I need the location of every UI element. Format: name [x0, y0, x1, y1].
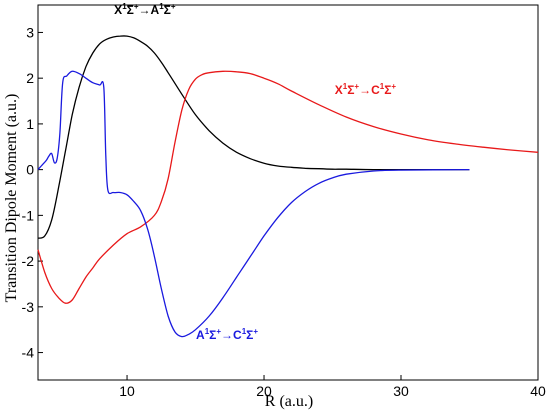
- y-tick-label: -2: [22, 253, 35, 269]
- x-axis: 10 20 30 40: [119, 375, 546, 399]
- label-text: Σ: [384, 83, 391, 97]
- label-text: Σ: [347, 83, 354, 97]
- label-text: A: [196, 328, 205, 342]
- series-label-0: X1Σ+→A1Σ+: [114, 2, 176, 17]
- label-text: →C: [221, 328, 242, 342]
- y-tick-label: 3: [26, 24, 34, 40]
- y-tick-label: -4: [22, 345, 35, 361]
- label-text: →A: [139, 3, 160, 17]
- label-superscript: +: [171, 2, 176, 11]
- series-line-2: [37, 70, 470, 338]
- y-tick-label: 2: [26, 70, 34, 86]
- label-text: Σ: [246, 328, 253, 342]
- series-line-0: [37, 35, 470, 239]
- series-line-1: [37, 70, 539, 304]
- y-axis: -4 -3 -2 -1 0 1 2 3: [22, 24, 43, 361]
- series-label-1: X1Σ+→C1Σ+: [335, 82, 397, 97]
- label-text: Σ: [209, 328, 216, 342]
- y-tick-label: -3: [22, 299, 35, 315]
- label-superscript: 1: [343, 82, 348, 91]
- label-superscript: 1: [122, 2, 127, 11]
- x-tick-label: 20: [256, 383, 272, 399]
- plot-frame: [37, 4, 539, 381]
- y-tick-label: -1: [22, 207, 35, 223]
- label-superscript: +: [253, 327, 258, 336]
- annotations: X1Σ+→A1Σ+X1Σ+→C1Σ+A1Σ+→C1Σ+: [114, 2, 396, 342]
- x-tick-label: 30: [393, 383, 409, 399]
- plot-border: [37, 4, 539, 381]
- label-text: →C: [359, 83, 380, 97]
- y-tick-label: 0: [26, 162, 34, 178]
- label-superscript: +: [391, 82, 396, 91]
- label-text: Σ: [127, 3, 134, 17]
- x-axis-label: R (a.u.): [265, 393, 313, 410]
- label-text: Σ: [164, 3, 171, 17]
- label-superscript: 1: [242, 327, 247, 336]
- series-label-2: A1Σ+→C1Σ+: [196, 327, 258, 342]
- label-text: X: [335, 83, 343, 97]
- y-tick-label: 1: [26, 116, 34, 132]
- x-tick-label: 40: [530, 383, 546, 399]
- x-tick-label: 10: [119, 383, 135, 399]
- label-text: X: [114, 3, 122, 17]
- series-lines: [37, 35, 539, 338]
- label-superscript: +: [134, 2, 139, 11]
- label-superscript: 1: [205, 327, 210, 336]
- label-superscript: 1: [380, 82, 385, 91]
- label-superscript: +: [354, 82, 359, 91]
- label-superscript: +: [216, 327, 221, 336]
- label-superscript: 1: [159, 2, 164, 11]
- y-axis-label: Transition Dipole Moment (a.u.): [3, 94, 20, 303]
